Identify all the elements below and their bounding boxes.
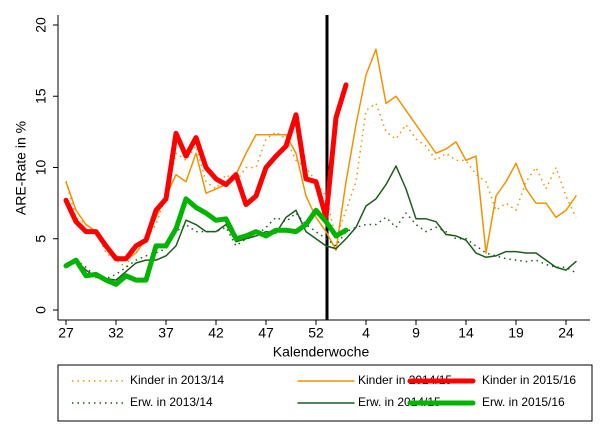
legend-label: Kinder in 2014/15 xyxy=(358,373,452,387)
y-tick-label: 15 xyxy=(33,88,49,104)
legend-label: Erw. in 2014/15 xyxy=(358,395,441,409)
x-tick-label: 14 xyxy=(458,325,474,341)
line-series xyxy=(63,196,349,287)
x-tick-label: 32 xyxy=(108,325,124,341)
x-tick-label: 19 xyxy=(508,325,524,341)
y-tick-label: 5 xyxy=(33,235,49,243)
legend-label: Kinder in 2013/14 xyxy=(130,373,224,387)
y-axis-label: ARE-Rate in % xyxy=(13,121,29,215)
x-tick-label: 52 xyxy=(308,325,324,341)
y-tick-label: 0 xyxy=(33,306,49,314)
line-series xyxy=(63,82,349,262)
x-axis-label: Kalenderwoche xyxy=(273,344,370,360)
x-tick-label: 24 xyxy=(558,325,574,341)
legend: Kinder in 2013/14 Kinder in 2014/15 Kinder… xyxy=(72,373,576,409)
legend-label: Kinder in 2015/16 xyxy=(482,373,576,387)
legend-label: Erw. in 2013/14 xyxy=(130,395,213,409)
y-tick-label: 10 xyxy=(33,160,49,176)
x-tick-label: 37 xyxy=(158,325,174,341)
x-tick-label: 27 xyxy=(58,325,74,341)
x-tick-label: 4 xyxy=(362,325,370,341)
x-tick-label: 9 xyxy=(412,325,420,341)
legend-box xyxy=(57,364,593,422)
x-tick-label: 42 xyxy=(208,325,224,341)
y-tick-label: 20 xyxy=(33,17,49,33)
legend-label: Erw. in 2015/16 xyxy=(482,395,565,409)
x-tick-label: 47 xyxy=(258,325,274,341)
